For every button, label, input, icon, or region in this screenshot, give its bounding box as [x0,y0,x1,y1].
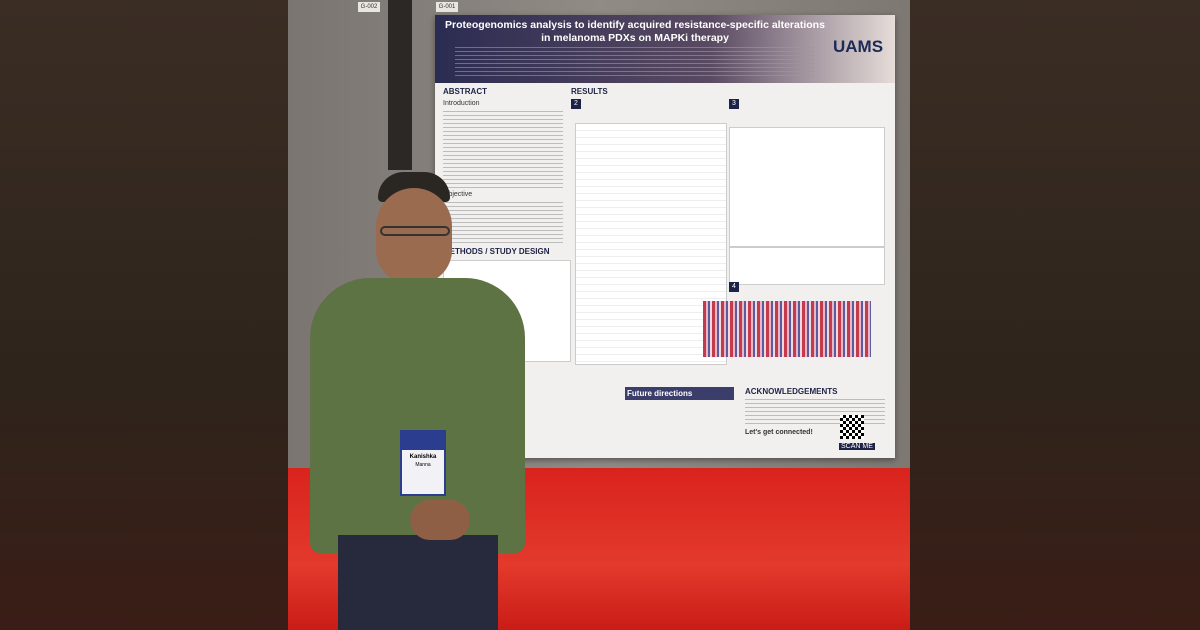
connect-label: Let's get connected! [745,429,813,436]
blurred-side [0,0,288,630]
scan-label: SCAN ME [839,443,875,450]
badge-first-name: Kanishka [409,454,437,460]
pole [388,0,412,170]
badge-last-name: Manna [415,462,431,468]
venn-figure [729,247,885,285]
hands [410,500,470,540]
section-heading: ABSTRACT [443,87,487,96]
section-heading: Future directions [625,387,734,400]
board-sign: G-001 [436,2,458,12]
qr-code [840,415,864,439]
trousers [338,535,498,630]
board-sign: G-002 [358,2,380,12]
person: Kanishka Manna [310,170,530,630]
heatmap [703,301,871,357]
authors [455,47,815,79]
face [376,188,452,284]
text-block [443,202,563,244]
panel-number: 3 [729,99,739,109]
poster-title: Proteogenomics analysis to identify acqu… [445,19,825,44]
panel-number: 4 [729,282,739,292]
blurred-side [910,0,1200,630]
section-heading: RESULTS [571,87,608,96]
glasses [380,226,450,236]
subheading: Introduction [443,100,480,107]
badge: Kanishka Manna [400,430,446,496]
text-block [443,111,563,189]
section-heading: METHODS / STUDY DESIGN [443,247,550,256]
bar-figure [575,123,727,365]
section-heading: ACKNOWLEDGEMENTS [745,387,838,396]
poster: Proteogenomics analysis to identify acqu… [435,15,895,458]
panel-number: 2 [571,99,581,109]
logo: UAMS [833,37,884,56]
text-block [745,399,885,427]
scatter-figure [729,127,885,247]
subheading: Objective [443,191,473,198]
badge-header [402,432,444,450]
